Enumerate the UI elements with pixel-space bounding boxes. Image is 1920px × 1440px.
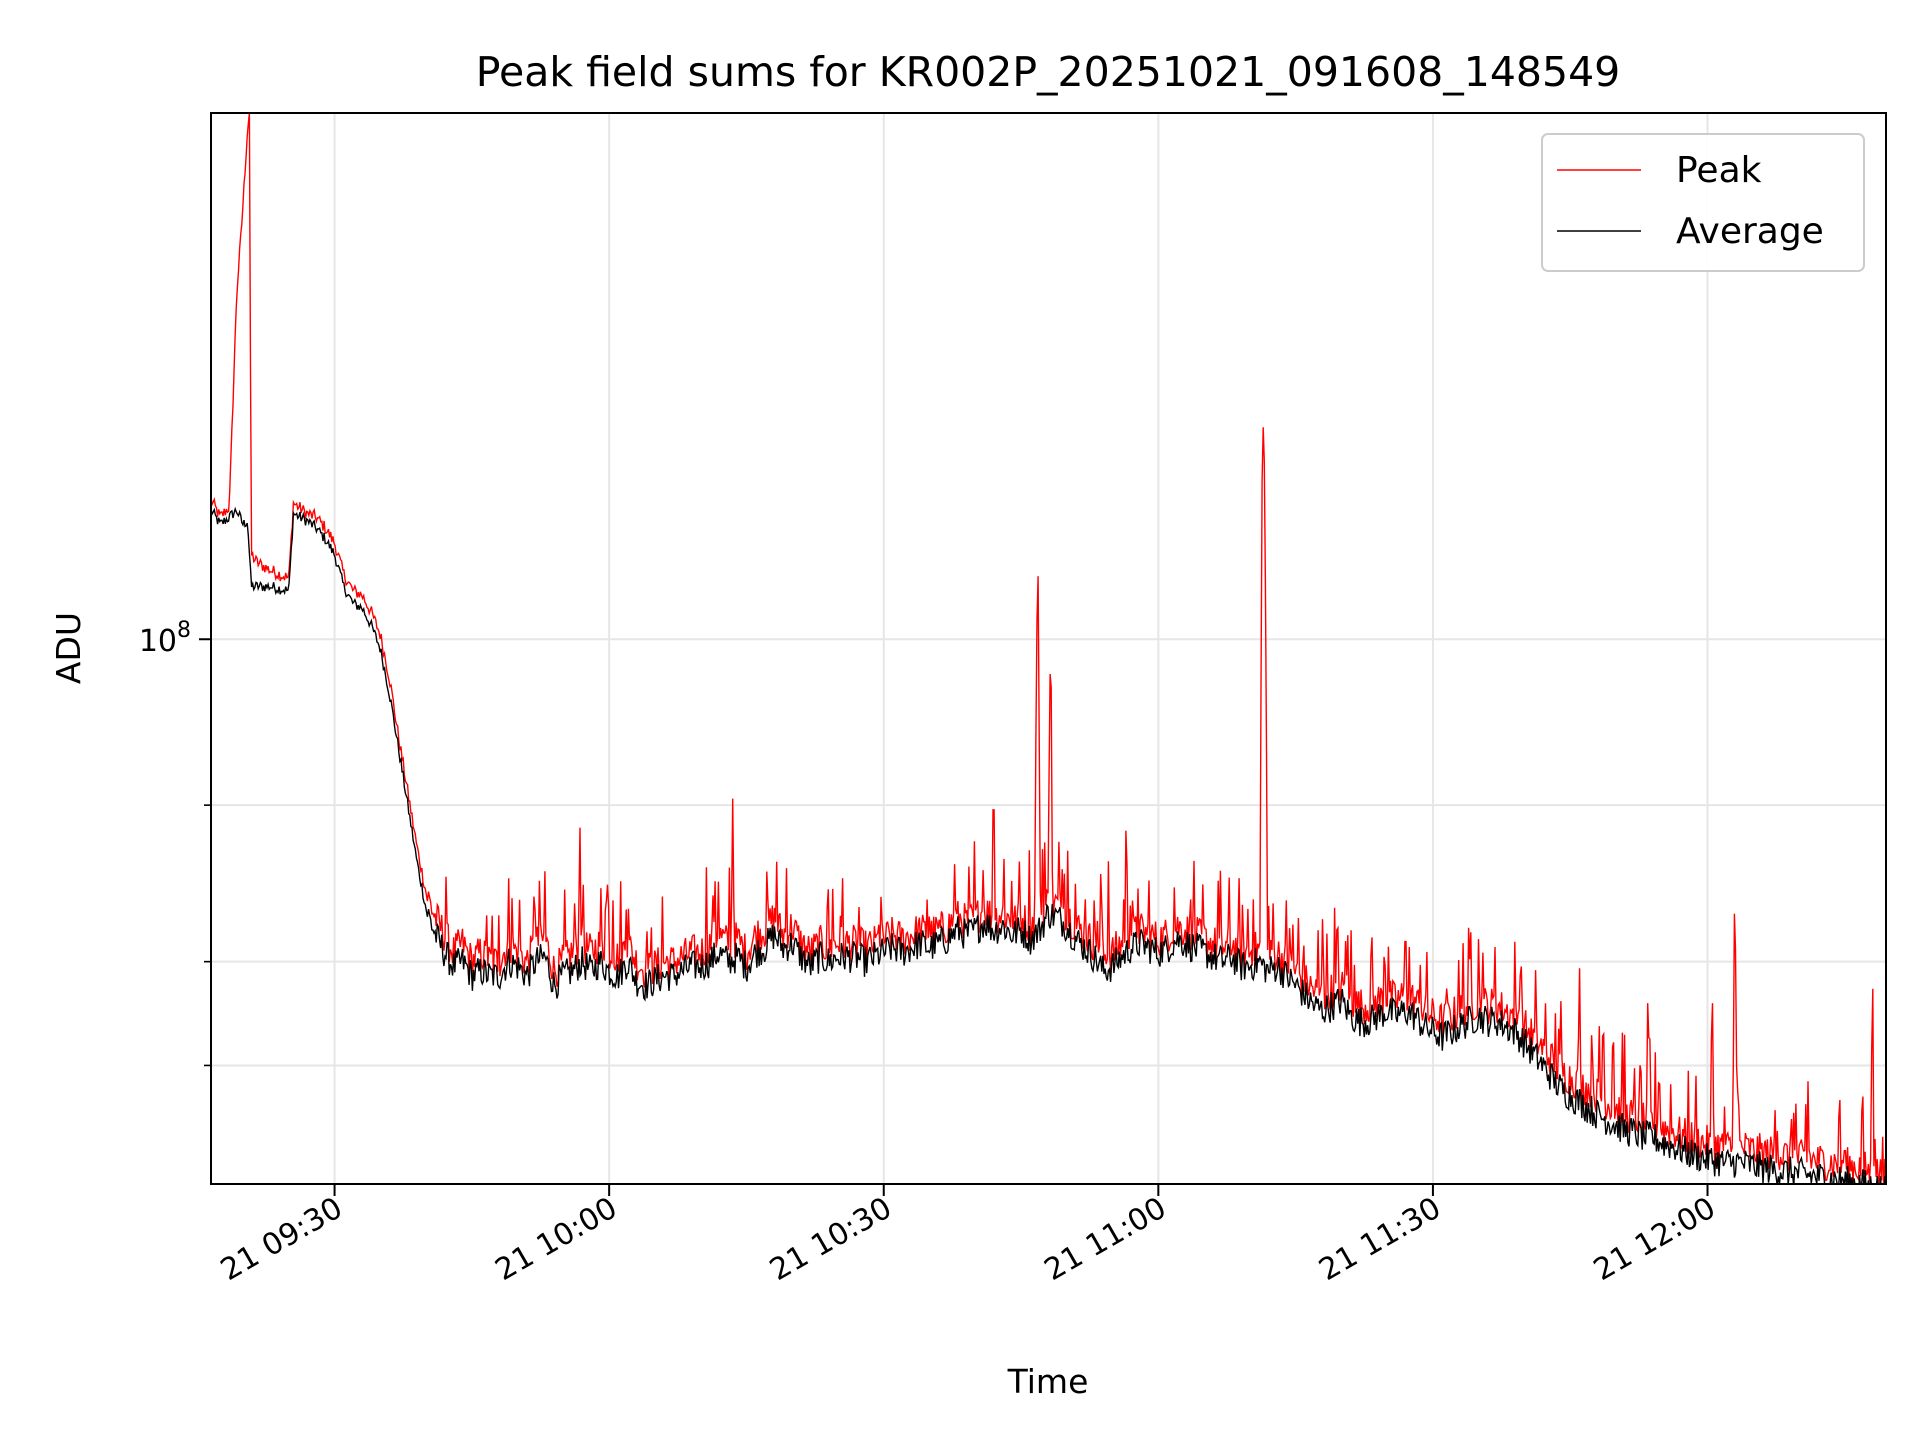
plot-area [211, 113, 1886, 1184]
legend-box [1541, 133, 1865, 272]
legend: Peak Average [1541, 133, 1865, 272]
y-tick-label: 108 [139, 618, 191, 659]
x-axis-label: Time [1007, 1362, 1089, 1401]
y-axis: 108 [139, 618, 211, 1067]
y-tick-label-base: 10 [139, 624, 177, 659]
y-axis-label: ADU [49, 612, 88, 684]
y-tick-label-exponent: 8 [177, 618, 191, 643]
series-line-average [211, 506, 1886, 1184]
chart-title: Peak field sums for KR002P_20251021_0916… [476, 48, 1621, 96]
series-line-peak [211, 113, 1886, 1184]
legend-label-average: Average [1676, 211, 1824, 252]
axes-frame [210, 112, 1887, 1185]
legend-label-peak: Peak [1676, 150, 1762, 191]
series-layer [211, 113, 1886, 1184]
